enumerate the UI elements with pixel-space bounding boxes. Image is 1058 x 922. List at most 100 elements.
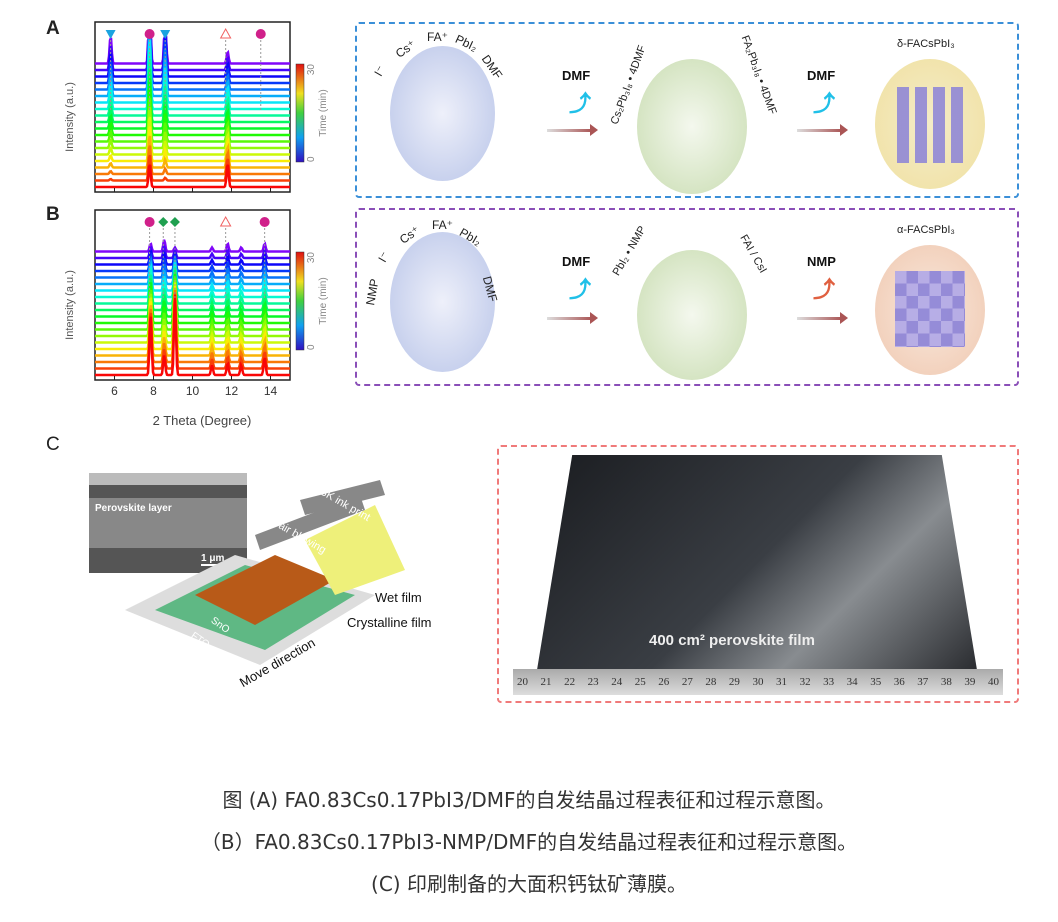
series-line [95,285,290,351]
ion-label: FA⁺ [432,218,454,232]
series-line [95,49,290,111]
panel-label-c: C [46,434,60,455]
series-line [95,145,290,176]
xrd-charts: Intensity (a.u.) 0 30 Time (min) 6 8 10 12 14 In… [64,21,329,428]
ruler-tick-label: 39 [964,676,976,688]
solvent-label: DMF [562,68,591,83]
ruler-tick-label: 22 [564,676,576,688]
series-line [95,239,290,253]
series-line [95,245,290,260]
intermediate-label: FA₂Pb₃I₈ • 4DMF [738,33,779,117]
ion-label: NMP [363,277,382,307]
solvent-label: DMF [562,254,591,269]
intermediate-label: PbI₂ • NMP [610,224,649,278]
series-line [95,262,290,292]
series-line [95,164,290,189]
panel-label-a: A [46,18,60,39]
photo-box: 400 cm² perovskite film 20 21 22 23 24 25 26 27… [497,445,1019,703]
precursor-solution-ball [390,232,495,372]
intermediate-label: FAI / CsI [737,232,769,276]
ruler-tick-label: 35 [870,676,882,688]
series-line [95,59,290,117]
x-tick-label: 8 [150,384,157,398]
series-line [95,78,290,130]
series-line [95,135,290,169]
series-line [95,35,290,65]
panel-label-b: B [46,204,60,225]
ruler: 20 21 22 23 24 25 26 27 28 29 30 31 32 33 34 35 36 37 38 39… [513,669,1003,695]
solvent-label: DMF [807,68,836,83]
ion-label: I⁻ [375,249,393,265]
series-line [95,35,290,78]
peak-marker-circle [255,29,266,39]
ion-label: I⁻ [371,63,389,79]
process-arrow-icon [547,124,598,136]
photo-label: 400 cm² perovskite film [649,632,815,649]
caption-line-c: (C) 印刷制备的大面积钙钛矿薄膜。 [371,872,687,896]
ruler-tick-label: 28 [705,676,717,688]
process-arrow-icon [797,312,848,324]
x-axis-label: 2 Theta (Degree) [153,413,252,428]
series-line [95,35,290,85]
ruler-tick-label: 30 [752,676,764,688]
ruler-tick-label: 40 [987,676,999,688]
series-line [95,35,290,91]
evaporation-arrow-icon: ⤴ [569,277,592,302]
series-line [95,116,290,156]
intermediate-ball [637,250,747,380]
product-ball [875,245,985,375]
colorbar-tick-label: 0 [306,344,317,350]
series-line [95,290,290,364]
series-line [95,126,290,163]
scale-bar: 1 μm [201,553,225,566]
wet-film-label: Wet film [375,590,422,605]
colorbar-tick-label: 30 [306,252,317,264]
peak-marker-diamond [158,217,169,227]
series-line [95,154,290,182]
series-line [95,256,290,279]
colorbar-label: Time (min) [318,89,329,136]
series-line [95,282,290,344]
series-line [95,287,290,357]
peak-marker-open-triangle [219,27,232,39]
peak-marker-diamond [169,217,180,227]
series-line [95,272,290,318]
chart-a: Intensity (a.u.) 0 30 Time (min) [64,21,329,193]
product-label: α-FACsPbI₃ [897,224,955,236]
series-line [95,87,290,137]
ruler-tick-label: 32 [799,676,811,688]
ruler-tick-label: 37 [917,676,929,688]
ruler-tick-label: 27 [681,676,693,688]
scheme-a-box: I⁻ Cs⁺ FA⁺ PbI₂ DMF DMF ⤴ Cs₂Pb₃I₈ • 4DM… [355,22,1019,198]
perovskite-film-photo [537,455,977,670]
crystalline-film-label: Crystalline film [347,615,432,630]
ruler-tick-label: 38 [940,676,952,688]
ruler-tick-label: 34 [846,676,858,688]
ruler-tick-label: 26 [658,676,670,688]
ruler-tick-label: 29 [728,676,740,688]
series-line [95,275,290,325]
series-line [95,264,290,299]
series-line [95,35,290,98]
process-arrow-icon [547,312,598,324]
chart-b: 6 8 10 12 14 Intensity (a.u.) 0 30 Time (min) [64,209,329,398]
colorbar [295,63,305,163]
y-axis-label: Intensity (a.u.) [64,270,76,340]
ion-label: FA⁺ [427,30,449,44]
series-line [95,280,290,338]
y-axis-label: Intensity (a.u.) [64,82,76,152]
colorbar-tick-label: 0 [306,156,317,162]
ruler-tick-label: 20 [517,676,528,688]
substrate-drawing [125,480,405,665]
x-tick-label: 12 [225,384,239,398]
evaporation-arrow-icon: ⤴ [569,91,592,116]
series-line [95,267,290,305]
series-line [95,107,290,150]
series-line [95,68,290,124]
x-tick-label: 14 [264,384,278,398]
peak-marker-circle [144,29,155,39]
colorbar-tick-label: 30 [306,64,317,76]
sem-label: Perovskite layer [95,503,172,514]
peak-marker-triangle [105,30,116,39]
precursor-solution-ball [390,46,495,181]
